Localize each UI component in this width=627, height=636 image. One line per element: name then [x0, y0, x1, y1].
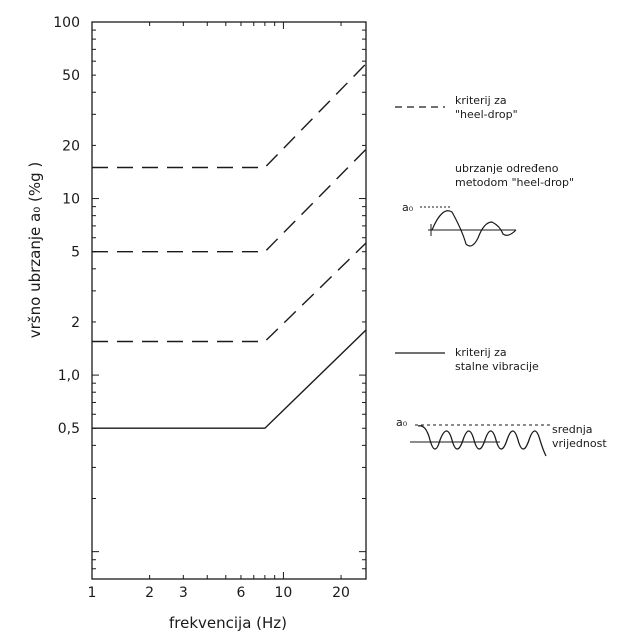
y-tick-label: 20	[62, 138, 80, 154]
y-axis-title: vršno ubrzanje a₀ (%g )	[26, 162, 44, 338]
dashed-criterion-line	[92, 148, 367, 253]
annotation-text-line: ubrzanje određeno	[455, 162, 559, 175]
y-tick-label: 10	[62, 192, 80, 208]
plot-area	[91, 21, 367, 580]
annotation-text-line: vrijednost	[552, 437, 607, 450]
y-tick-label: 1,0	[58, 368, 80, 384]
y-tick-label: 100	[53, 15, 80, 31]
y-tick-label: 2	[71, 315, 80, 331]
legend-label-line: "heel-drop"	[455, 108, 518, 121]
axis-ticks	[91, 21, 366, 580]
steady-wave	[417, 425, 547, 457]
legend-entry-steady: kriterij za stalne vibracije	[395, 346, 539, 373]
x-tick-label: 20	[332, 585, 350, 601]
dashed-criterion-line	[92, 242, 367, 343]
y-tick-label: 50	[62, 68, 80, 84]
annotation-text-line: metodom "heel-drop"	[455, 176, 574, 189]
decaying-wave	[431, 210, 517, 247]
plot-border	[91, 21, 367, 580]
legend-label-line: kriterij za	[455, 346, 507, 359]
x-tick-label: 6	[236, 585, 245, 601]
annotation-symbol: a₀	[402, 201, 414, 214]
annotation-symbol: a₀	[396, 416, 408, 429]
y-tick-label: 5	[71, 245, 80, 261]
legend-label-line: kriterij za	[455, 94, 507, 107]
dashed-criterion-line	[92, 63, 367, 169]
legend-entry-heel-drop: kriterij za "heel-drop"	[395, 94, 518, 121]
x-tick-label: 3	[179, 585, 188, 601]
x-tick-label: 10	[275, 585, 293, 601]
annotation-heel-drop: ubrzanje određeno metodom "heel-drop" a₀	[402, 162, 574, 247]
series-layer	[92, 63, 367, 429]
x-tick-label: 1	[88, 585, 97, 601]
x-axis-title: frekvencija (Hz)	[169, 614, 287, 632]
y-tick-label: 0,5	[58, 421, 80, 437]
solid-criterion-line	[92, 329, 367, 429]
annotation-steady: a₀ srednja vrijednost	[396, 416, 607, 457]
x-tick-label: 2	[145, 585, 154, 601]
legend-label-line: stalne vibracije	[455, 360, 539, 373]
tick-labels: 1 2 3 6 10 20 100 50 20 10 5 2 1,0 0,5	[53, 15, 350, 601]
annotation-text-line: srednja	[552, 423, 593, 436]
